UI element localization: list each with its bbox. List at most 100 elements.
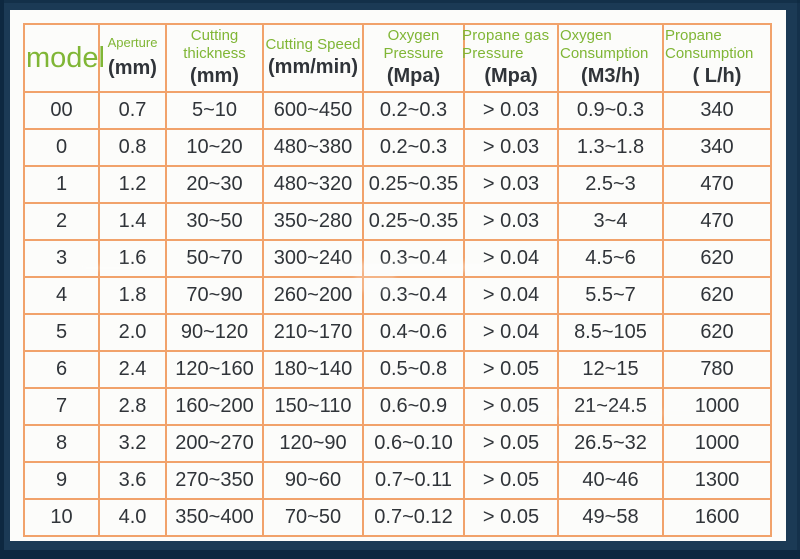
table-cell: 4 [23, 276, 100, 315]
column-header-label: Oxygen Consumption [560, 27, 649, 62]
table-cell: 10~20 [165, 128, 264, 167]
table-cell: 0.3~0.4 [362, 276, 465, 315]
table-cell: 70~50 [262, 498, 364, 537]
table-cell: 1300 [662, 461, 772, 500]
table-cell: 2 [23, 202, 100, 241]
table-cell: 2.8 [98, 387, 167, 426]
table-cell: > 0.03 [463, 202, 559, 241]
table-cell: > 0.05 [463, 350, 559, 389]
table-cell: 00 [23, 91, 100, 130]
table-row: 1 1.2 20~30 480~320 0.25~0.35 > 0.03 2.5~3 470 [23, 165, 772, 204]
table-cell: 20~30 [165, 165, 264, 204]
column-header: Oxygen Pressure (Mpa) [362, 23, 465, 93]
table-row: 0 0.8 10~20 480~380 0.2~0.3 > 0.03 1.3~1.8 340 [23, 128, 772, 167]
column-header-unit: (Mpa) [484, 65, 538, 87]
table-cell: 2.4 [98, 350, 167, 389]
table-cell: 0.8 [98, 128, 167, 167]
table-row: 6 2.4 120~160 180~140 0.5~0.8 > 0.05 12~15 780 [23, 350, 772, 389]
table-cell: 0 [23, 128, 100, 167]
table-cell: 0.25~0.35 [362, 165, 465, 204]
table-cell: 3 [23, 239, 100, 278]
table-cell: 5 [23, 313, 100, 352]
table-cell: > 0.05 [463, 387, 559, 426]
table-cell: 6 [23, 350, 100, 389]
column-header-label: Propane Consumption [665, 27, 754, 62]
table-cell: 200~270 [165, 424, 264, 463]
column-header: model [23, 23, 105, 93]
table-cell: 1.3~1.8 [557, 128, 664, 167]
table-cell: 0.6~0.10 [362, 424, 465, 463]
table-cell: 0.25~0.35 [362, 202, 465, 241]
table-cell: 260~200 [262, 276, 364, 315]
table-cell: 620 [662, 276, 772, 315]
table-cell: 150~110 [262, 387, 364, 426]
table-cell: 3.2 [98, 424, 167, 463]
column-header: Cutting thickness (mm) [165, 23, 264, 93]
table-cell: 50~70 [165, 239, 264, 278]
column-header-unit: (Mpa) [386, 65, 441, 87]
table-cell: 480~320 [262, 165, 364, 204]
column-header-unit: ( L/h) [692, 65, 742, 87]
table-cell: 1.4 [98, 202, 167, 241]
table-cell: 5.5~7 [557, 276, 664, 315]
table-cell: 49~58 [557, 498, 664, 537]
table-cell: 620 [662, 239, 772, 278]
table-cell: 70~90 [165, 276, 264, 315]
table-cell: 210~170 [262, 313, 364, 352]
table-cell: 1 [23, 165, 100, 204]
column-header: Cutting Speed (mm/min) [262, 23, 364, 93]
table-cell: 4.0 [98, 498, 167, 537]
table-cell: 0.6~0.9 [362, 387, 465, 426]
table-cell: 7 [23, 387, 100, 426]
table-cell: 470 [662, 202, 772, 241]
table-cell: 0.7~0.11 [362, 461, 465, 500]
table-cell: 780 [662, 350, 772, 389]
column-header-unit: (mm) [108, 57, 157, 80]
table-cell: 180~140 [262, 350, 364, 389]
table-cell: 0.2~0.3 [362, 91, 465, 130]
column-header-unit: (M3/h) [581, 65, 640, 87]
table-cell: 3.6 [98, 461, 167, 500]
table-cell: 0.5~0.8 [362, 350, 465, 389]
table-cell: > 0.04 [463, 239, 559, 278]
column-header-unit: (mm) [190, 65, 239, 87]
table-cell: > 0.03 [463, 91, 559, 130]
column-header: Oxygen Consumption (M3/h) [557, 23, 664, 93]
table-cell: 8.5~105 [557, 313, 664, 352]
table-cell: 2.0 [98, 313, 167, 352]
table-cell: 340 [662, 91, 772, 130]
column-header-label: Aperture [107, 34, 158, 50]
table-cell: 40~46 [557, 461, 664, 500]
table-cell: > 0.03 [463, 165, 559, 204]
spec-table: model Aperture (mm) Cutting thickness (mm) Cu… [23, 23, 772, 537]
table-cell: > 0.04 [463, 276, 559, 315]
table-cell: > 0.05 [463, 461, 559, 500]
column-header: Propane gas Pressure (Mpa) [462, 23, 559, 93]
table-cell: 30~50 [165, 202, 264, 241]
table-row: 2 1.4 30~50 350~280 0.25~0.35 > 0.03 3~4 470 [23, 202, 772, 241]
table-cell: 480~380 [262, 128, 364, 167]
table-cell: 90~60 [262, 461, 364, 500]
table-cell: 340 [662, 128, 772, 167]
table-cell: 1.6 [98, 239, 167, 278]
table-cell: 90~120 [165, 313, 264, 352]
column-header: Propane Consumption ( L/h) [662, 23, 772, 93]
column-header-label: model [26, 41, 105, 74]
table-cell: 1000 [662, 387, 772, 426]
column-header-label: Cutting thickness [183, 27, 246, 62]
table-cell: 0.4~0.6 [362, 313, 465, 352]
table-cell: 1.2 [98, 165, 167, 204]
column-header-label: Propane gas Pressure [462, 27, 550, 62]
table-cell: 0.9~0.3 [557, 91, 664, 130]
table-cell: 12~15 [557, 350, 664, 389]
table-cell: 1.8 [98, 276, 167, 315]
table-cell: 350~400 [165, 498, 264, 537]
table-cell: 470 [662, 165, 772, 204]
table-row: 4 1.8 70~90 260~200 0.3~0.4 > 0.04 5.5~7 620 [23, 276, 772, 315]
table-row: 5 2.0 90~120 210~170 0.4~0.6 > 0.04 8.5~105 620 [23, 313, 772, 352]
table-cell: 21~24.5 [557, 387, 664, 426]
table-row: 3 1.6 50~70 300~240 0.3~0.4 > 0.04 4.5~6 620 [23, 239, 772, 278]
table-cell: 350~280 [262, 202, 364, 241]
column-header: Aperture (mm) [98, 23, 167, 93]
table-row: 9 3.6 270~350 90~60 0.7~0.11 > 0.05 40~46 1300 [23, 461, 772, 500]
